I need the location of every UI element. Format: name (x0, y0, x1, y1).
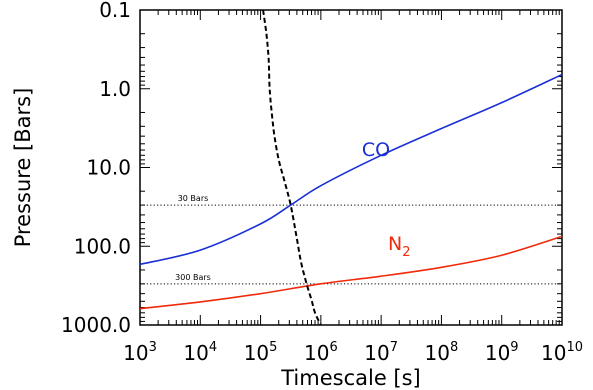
y-tick-label: 10.0 (86, 156, 131, 180)
x-tick-label-base: 10 (425, 341, 450, 365)
x-tick-label-exponent: 6 (329, 340, 337, 355)
x-axis-title: Timescale [s] (280, 366, 421, 390)
series-line-timescale-boundary (262, 9, 322, 326)
x-tick-label-exponent: 4 (209, 340, 217, 355)
y-tick-label: 0.1 (99, 0, 131, 22)
x-tick-label-base: 10 (304, 341, 329, 365)
y-tick-label: 1000.0 (61, 313, 131, 337)
x-tick-label: 103 (123, 340, 157, 365)
x-tick-label-base: 10 (485, 341, 510, 365)
x-tick-label: 108 (425, 340, 459, 365)
reference-line-label: 30 Bars (178, 194, 209, 203)
x-tick-label-base: 10 (123, 341, 148, 365)
x-tick-label: 107 (364, 340, 398, 365)
series-label-n2: N2 (388, 233, 411, 260)
y-tick-label: 1.0 (99, 77, 131, 101)
x-tick-label-exponent: 3 (149, 340, 157, 355)
x-tick-label-exponent: 9 (510, 340, 518, 355)
x-tick-label-exponent: 10 (566, 340, 583, 355)
x-tick-label-exponent: 7 (390, 340, 398, 355)
series-line-co (139, 73, 563, 266)
y-axis-title: Pressure [Bars] (11, 88, 35, 248)
series-label-co: CO (362, 139, 390, 161)
x-tick-label: 109 (485, 340, 519, 365)
x-tick-label: 106 (304, 340, 338, 365)
reference-line-label: 300 Bars (175, 273, 211, 282)
x-tick-label-base: 10 (244, 341, 269, 365)
x-tick-label-base: 10 (541, 341, 566, 365)
x-tick-label-exponent: 8 (450, 340, 458, 355)
series-label-n2-main: N (388, 233, 402, 255)
x-tick-label: 104 (183, 340, 217, 365)
x-tick-label-base: 10 (364, 341, 389, 365)
x-tick-label-base: 10 (183, 341, 208, 365)
series-line-n2 (139, 235, 563, 310)
series-label-n2-subscript: 2 (402, 245, 410, 260)
x-tick-label-exponent: 5 (269, 340, 277, 355)
y-tick-label: 100.0 (74, 234, 131, 258)
x-tick-label: 105 (244, 340, 278, 365)
x-tick-label: 1010 (541, 340, 583, 365)
